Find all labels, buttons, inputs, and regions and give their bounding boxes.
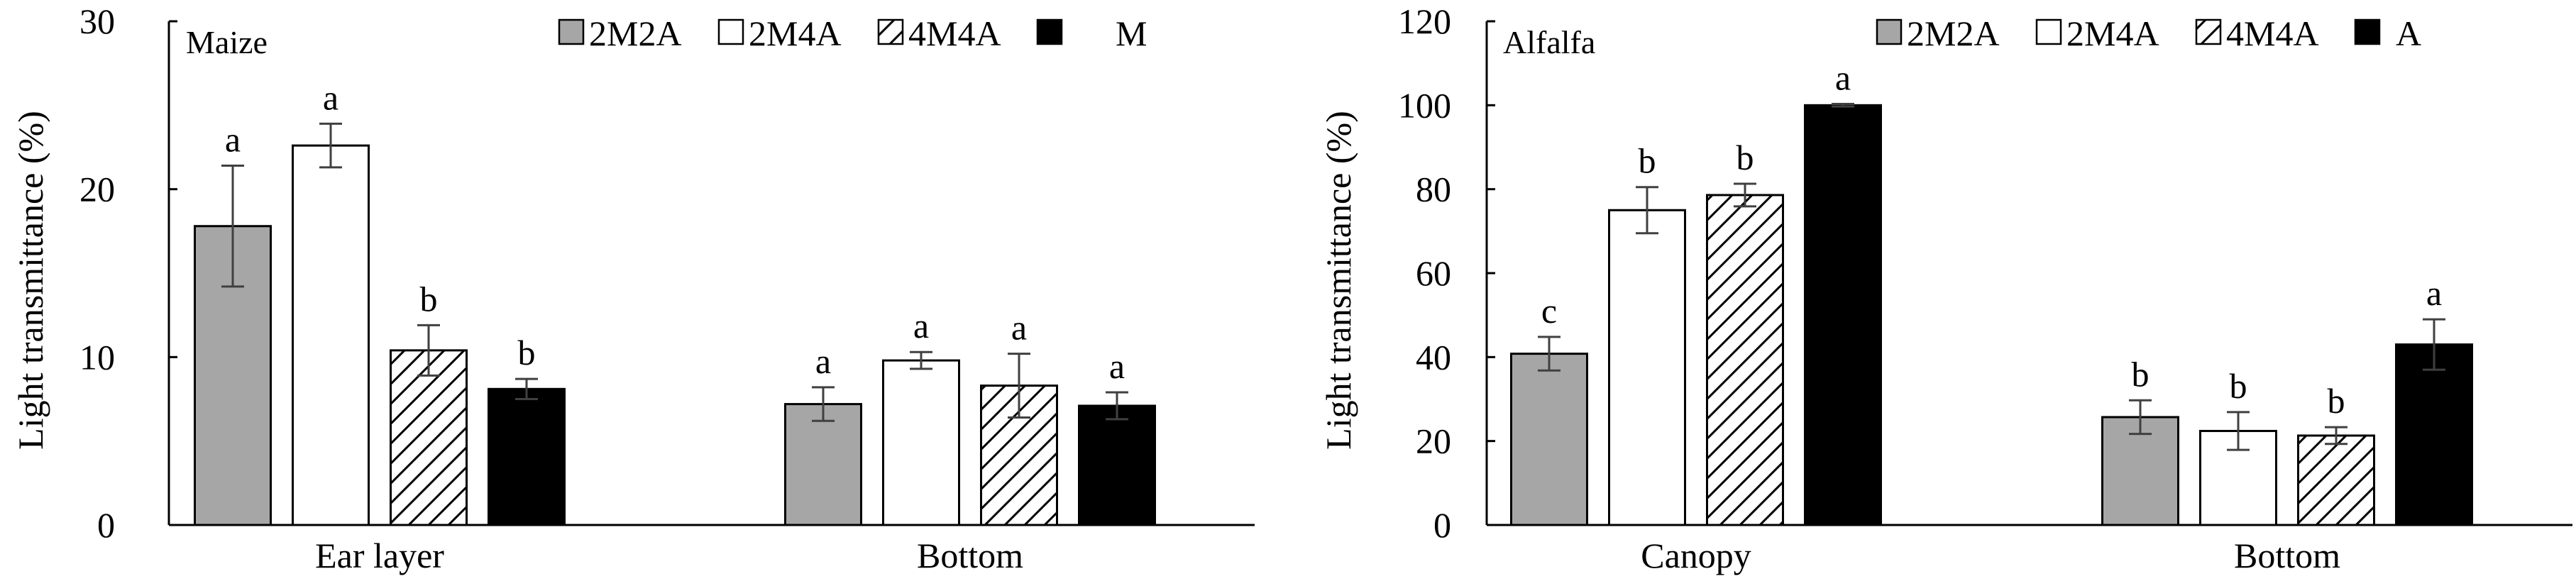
alfalfa-y-tick-label: 120 — [1398, 1, 1451, 41]
maize-bar — [1078, 404, 1156, 526]
legend-swatch-m — [1036, 18, 1063, 45]
alfalfa-significance-letter: a — [2426, 273, 2442, 313]
alfalfa-title: Alfalfa — [1503, 24, 1595, 60]
legend-label-2m2a: 2M2A — [1907, 13, 2000, 53]
legend-label-2m4a: 2M4A — [749, 13, 842, 53]
maize-significance-letter: b — [420, 279, 438, 319]
legend-swatch-4m4a — [2195, 18, 2222, 45]
alfalfa-significance-letter: b — [2328, 381, 2345, 421]
maize-significance-letter: a — [1109, 346, 1125, 386]
maize-y-axis-label: Light transmittance (%) — [11, 111, 50, 450]
maize-y-tick-label: 20 — [79, 170, 115, 209]
legend-label-4m4a: 4M4A — [908, 13, 1001, 53]
maize-bar — [292, 144, 370, 526]
maize-significance-letter: a — [1011, 308, 1027, 348]
maize-significance-letter: a — [913, 306, 929, 345]
maize-y-tick-label: 0 — [97, 505, 115, 545]
alfalfa-y-axis-label: Light transmittance (%) — [1319, 111, 1358, 450]
alfalfa-significance-letter: a — [1835, 58, 1851, 98]
alfalfa-plot-area: 0 20 40 60 80 100 120 Canopy Bottom c b b b b b a a — [1398, 1, 2572, 575]
alfalfa-bar — [2297, 434, 2375, 526]
maize-y-tick-label: 10 — [79, 337, 115, 377]
legend-label-2m4a: 2M4A — [2066, 13, 2159, 53]
alfalfa-bar — [1706, 194, 1784, 526]
alfalfa-y-tick-label: 80 — [1416, 170, 1451, 209]
maize-bar — [784, 403, 862, 526]
legend-label-4m4a: 4M4A — [2226, 13, 2319, 53]
legend-swatch-2m2a — [558, 18, 585, 45]
legend-swatch-2m4a — [717, 18, 744, 45]
alfalfa-x-category-label: Canopy — [1641, 536, 1751, 575]
maize-plot-area: 0 10 20 30 Ear layer Bottom a a a a b a b a — [79, 1, 1255, 575]
legend-swatch-2m4a — [2035, 18, 2062, 45]
alfalfa-bar — [1510, 353, 1588, 526]
legend-swatch-4m4a — [877, 18, 904, 45]
legend-label-2m2a: 2M2A — [589, 13, 682, 53]
maize-chart: 0 10 20 30 Ear layer Bottom a a a a b a b a Maize Lig… — [11, 1, 1255, 575]
alfalfa-bar — [2395, 343, 2473, 526]
legend-label-m: M — [1116, 13, 1147, 53]
alfalfa-chart: 0 20 40 60 80 100 120 Canopy Bottom c b b b b b a a Alfa… — [1319, 1, 2572, 575]
alfalfa-legend: 2M2A 2M4A 4M4A A — [1876, 13, 2421, 53]
alfalfa-bar — [1804, 104, 1882, 526]
alfalfa-significance-letter: b — [2230, 366, 2247, 406]
maize-title: Maize — [186, 24, 268, 60]
alfalfa-bar — [1608, 209, 1686, 526]
alfalfa-y-tick-label: 40 — [1416, 337, 1451, 377]
alfalfa-significance-letter: b — [2132, 354, 2150, 394]
maize-y-tick-label: 30 — [79, 1, 115, 41]
maize-significance-letter: a — [225, 120, 241, 160]
alfalfa-significance-letter: b — [1736, 138, 1754, 177]
alfalfa-significance-letter: b — [1639, 141, 1656, 181]
legend-swatch-2m2a — [1876, 18, 1903, 45]
maize-legend: 2M2A 2M4A 4M4A M — [558, 13, 1147, 53]
maize-x-category-label: Ear layer — [315, 536, 444, 575]
alfalfa-x-category-label: Bottom — [2234, 536, 2340, 575]
maize-significance-letter: b — [518, 333, 536, 372]
legend-swatch-a — [2354, 18, 2381, 45]
alfalfa-y-tick-label: 100 — [1398, 85, 1451, 125]
alfalfa-bar — [2101, 416, 2179, 526]
maize-bar — [882, 359, 960, 526]
maize-bar — [488, 387, 566, 526]
maize-significance-letter: a — [323, 77, 338, 117]
alfalfa-y-tick-label: 20 — [1416, 421, 1451, 461]
maize-significance-letter: a — [815, 341, 831, 381]
maize-x-category-label: Bottom — [917, 536, 1023, 575]
alfalfa-significance-letter: c — [1541, 291, 1557, 331]
legend-label-a: A — [2396, 13, 2421, 53]
alfalfa-y-tick-label: 0 — [1433, 505, 1451, 545]
alfalfa-y-tick-label: 60 — [1416, 253, 1451, 293]
